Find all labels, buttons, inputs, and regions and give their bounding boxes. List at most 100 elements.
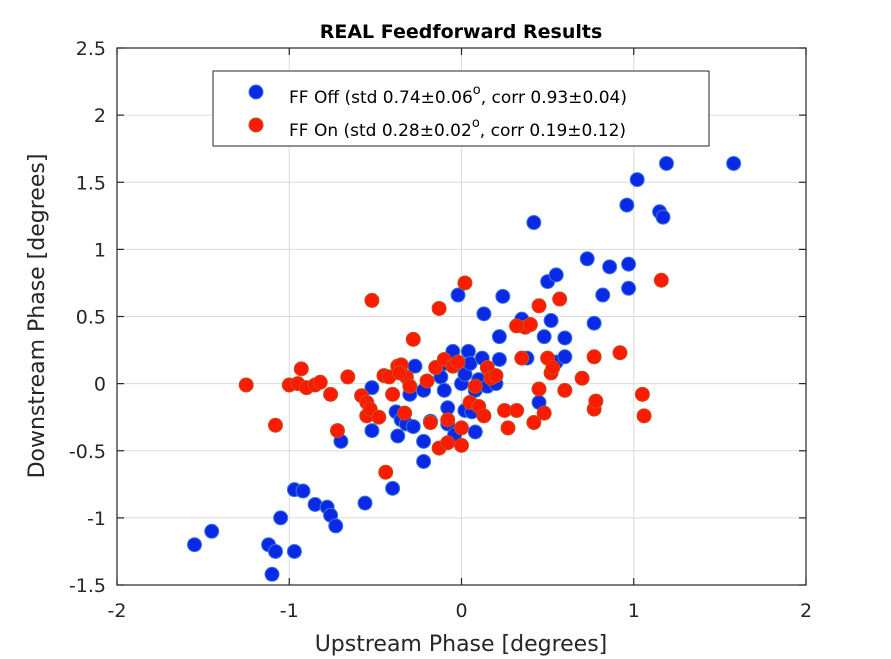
data-point	[579, 251, 595, 267]
data-point	[391, 365, 407, 381]
legend-label-ff-on: FF On (std 0.28±0.02o, corr 0.19±0.12)	[289, 116, 626, 141]
data-point	[295, 483, 311, 499]
data-point	[655, 209, 671, 225]
data-point	[491, 329, 507, 345]
data-point	[548, 267, 564, 283]
data-point	[286, 543, 302, 559]
data-point	[634, 386, 650, 402]
data-point	[357, 495, 373, 511]
data-point	[621, 256, 637, 272]
data-points	[187, 155, 742, 582]
data-point	[450, 287, 466, 303]
data-point	[509, 318, 525, 334]
data-point	[323, 386, 339, 402]
data-point	[204, 523, 220, 539]
data-point	[364, 380, 380, 396]
data-point	[586, 349, 602, 365]
data-point	[495, 288, 511, 304]
data-point	[422, 415, 438, 431]
data-point	[440, 412, 456, 428]
data-point	[397, 405, 413, 421]
data-point	[385, 480, 401, 496]
y-tick-label: 2	[94, 105, 106, 127]
data-point	[416, 453, 432, 469]
x-tick-label: -1	[280, 600, 299, 622]
data-point	[621, 280, 637, 296]
data-point	[405, 419, 421, 435]
data-point	[390, 428, 406, 444]
data-point	[264, 566, 280, 582]
y-tick-label: 2.5	[76, 38, 106, 60]
data-point	[636, 408, 652, 424]
data-point	[450, 354, 466, 370]
data-point	[619, 197, 635, 213]
chart-title: REAL Feedforward Results	[320, 21, 603, 43]
y-tick-label: -1	[87, 508, 106, 530]
data-point	[526, 215, 542, 231]
y-tick-label: -0.5	[69, 441, 106, 463]
data-point	[491, 351, 507, 367]
y-tick-label: -1.5	[69, 575, 106, 597]
data-point	[436, 382, 452, 398]
y-tick-labels: -1.5 -1 -0.5 0 0.5 1 1.5 2 2.5	[69, 38, 106, 597]
data-point	[293, 361, 309, 377]
data-point	[552, 291, 568, 307]
x-tick-label: 1	[628, 600, 640, 622]
data-point	[557, 330, 573, 346]
data-point	[454, 420, 469, 436]
data-point	[543, 313, 559, 329]
data-point	[378, 464, 394, 480]
legend-marker-ff-off	[248, 84, 264, 100]
data-point	[267, 543, 283, 559]
data-point	[457, 275, 473, 291]
data-point	[467, 378, 483, 394]
data-point	[419, 373, 435, 389]
y-tick-label: 1	[94, 239, 106, 261]
y-tick-label: 1.5	[76, 172, 106, 194]
data-point	[385, 386, 401, 402]
data-point	[402, 378, 418, 394]
data-point	[488, 368, 504, 384]
data-point	[629, 172, 645, 188]
data-point	[557, 382, 573, 398]
data-point	[595, 287, 611, 303]
data-point	[726, 155, 742, 171]
data-point	[500, 420, 516, 436]
data-point	[476, 306, 492, 322]
data-point	[653, 272, 669, 288]
data-point	[364, 292, 380, 308]
data-point	[454, 437, 469, 453]
data-point	[658, 155, 674, 171]
legend-box	[212, 70, 710, 147]
data-point	[545, 360, 561, 376]
data-point	[340, 369, 356, 385]
y-axis-label: Downstream Phase [degrees]	[25, 154, 50, 479]
data-point	[267, 417, 283, 433]
data-point	[574, 370, 590, 386]
data-point	[187, 537, 203, 553]
data-point	[586, 315, 602, 331]
x-tick-label: 2	[800, 600, 812, 622]
data-point	[329, 423, 345, 439]
x-tick-labels: -2 -1 0 1 2	[108, 600, 813, 622]
data-point	[238, 377, 254, 393]
data-point	[328, 518, 344, 534]
data-point	[405, 331, 421, 347]
data-point	[371, 409, 387, 425]
x-axis-label: Upstream Phase [degrees]	[315, 632, 608, 657]
data-point	[364, 423, 380, 439]
data-point	[536, 405, 552, 421]
data-point	[509, 402, 525, 418]
data-point	[588, 393, 604, 409]
data-point	[531, 298, 547, 314]
legend: FF Off (std 0.74±0.06o, corr 0.93±0.04) …	[212, 70, 710, 147]
data-point	[467, 424, 483, 440]
data-point	[273, 510, 289, 526]
y-tick-label: 0.5	[76, 307, 106, 329]
y-tick-label: 0	[94, 374, 106, 396]
x-tick-label: -2	[108, 600, 127, 622]
data-point	[416, 433, 432, 449]
data-point	[557, 349, 573, 365]
legend-marker-ff-on	[248, 117, 264, 133]
